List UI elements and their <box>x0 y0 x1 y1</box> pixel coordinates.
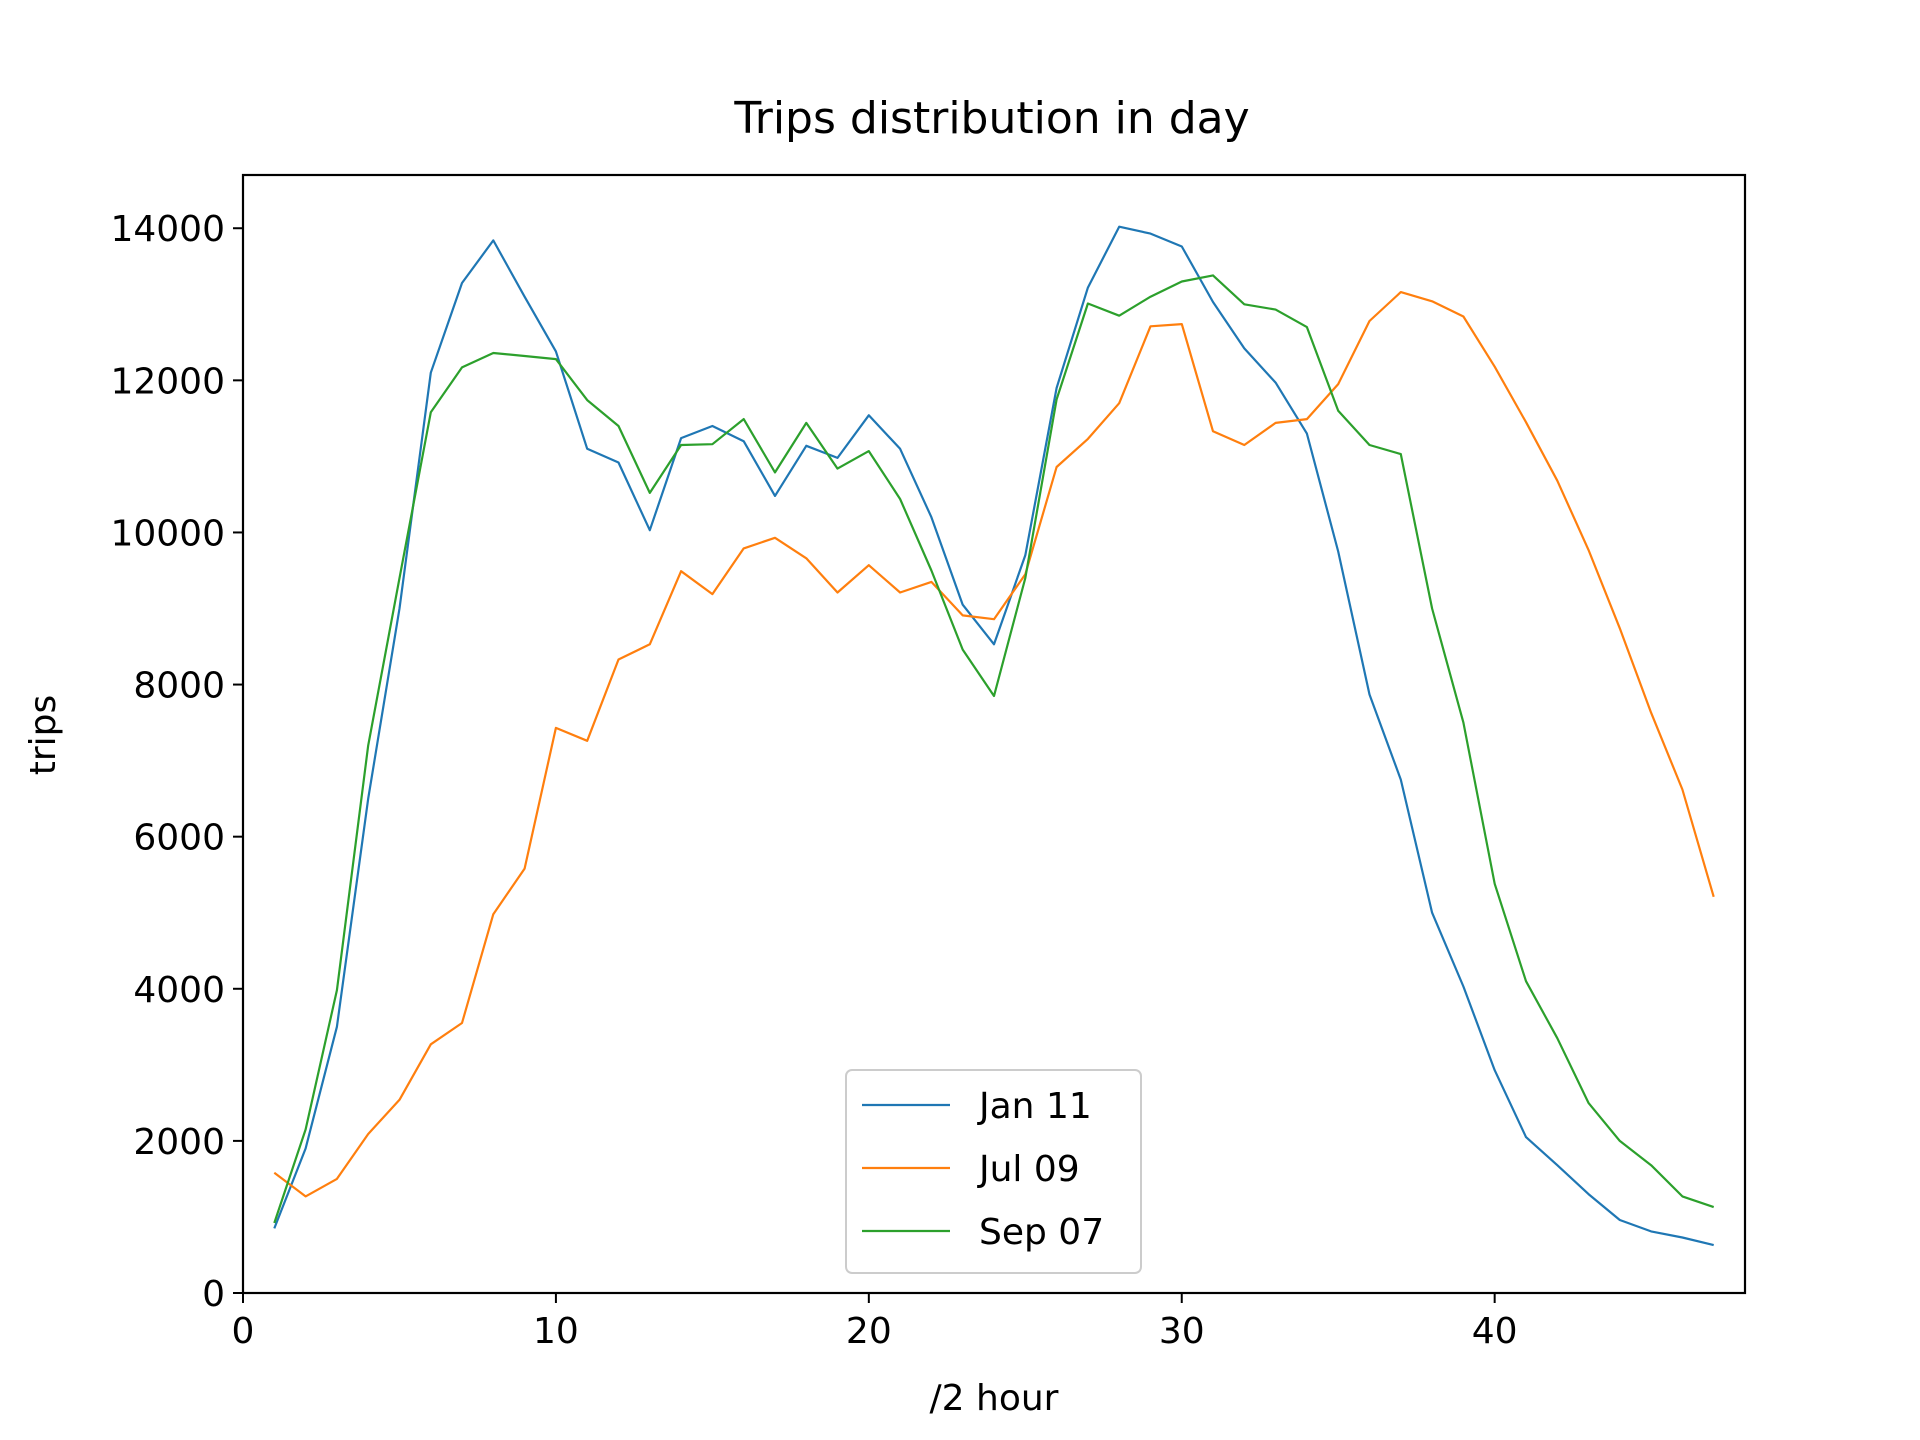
y-tick-label: 2000 <box>133 1122 225 1163</box>
x-tick-label: 10 <box>533 1311 579 1352</box>
axes: 0 10 20 30 40 0 2000 4000 6000 8000 10000 12000 1400… <box>110 173 1747 1352</box>
x-tick-label: 20 <box>846 1311 892 1352</box>
series-line-3 <box>273 274 1715 1224</box>
y-tick-label: 8000 <box>133 666 225 707</box>
series-line-2 <box>273 291 1715 1198</box>
legend: Jan 11 Jul 09 Sep 07 <box>845 1069 1142 1274</box>
x-tick-label: 30 <box>1159 1311 1205 1352</box>
x-axis-label: /2 hour <box>930 1378 1059 1419</box>
legend-box <box>845 1069 1142 1274</box>
y-tick-label: 6000 <box>133 818 225 859</box>
x-tick-label: 0 <box>232 1311 255 1352</box>
y-tick-label: 4000 <box>133 970 225 1011</box>
legend-label-2: Jul 09 <box>977 1149 1080 1190</box>
legend-label-3: Sep 07 <box>979 1212 1104 1253</box>
plot-area <box>273 225 1715 1247</box>
series-line-1 <box>273 225 1714 1247</box>
y-axis-label: trips <box>23 695 64 776</box>
y-tick-label: 12000 <box>110 361 225 402</box>
chart-title: Trips distribution in day <box>733 93 1249 144</box>
axes-frame <box>241 173 1747 1295</box>
y-tick-label: 14000 <box>110 209 225 250</box>
x-tick-label: 40 <box>1472 1311 1518 1352</box>
legend-label-1: Jan 11 <box>977 1086 1092 1127</box>
y-tick-label: 10000 <box>110 513 225 554</box>
y-tick-label: 0 <box>202 1274 225 1315</box>
